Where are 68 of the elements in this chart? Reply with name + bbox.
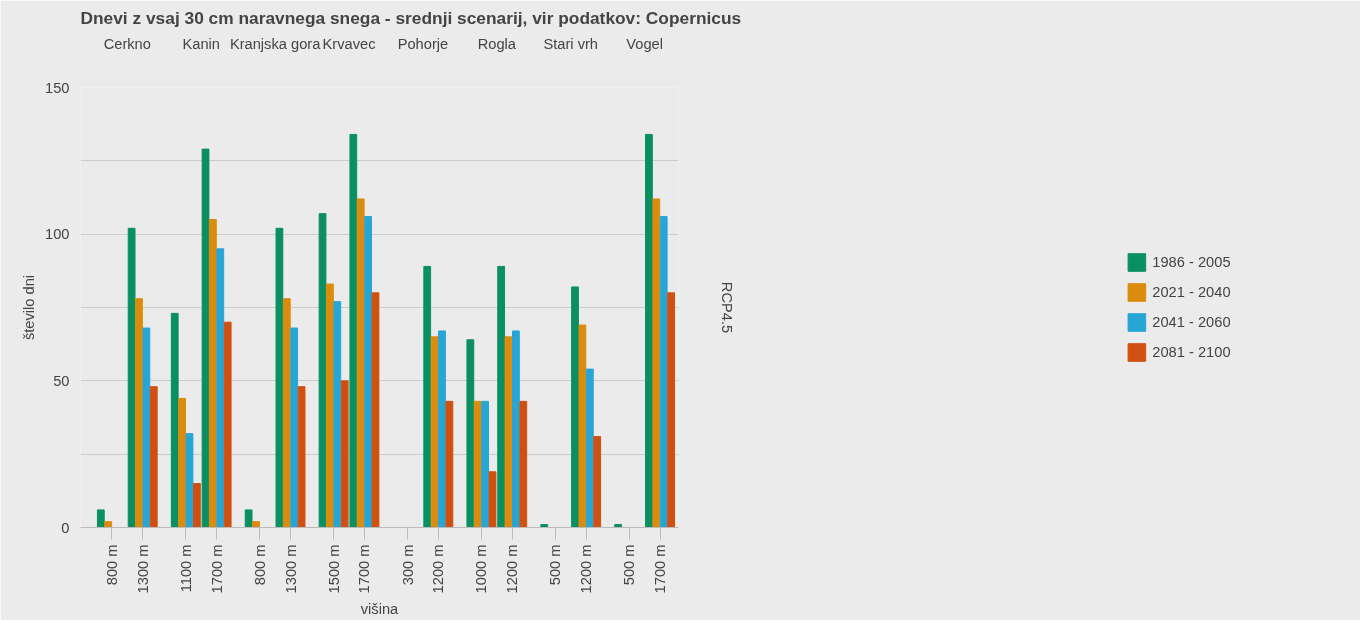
text: Krvavec (322, 35, 376, 52)
text: Cerkno (103, 35, 151, 52)
bar (216, 248, 225, 528)
bar (201, 148, 210, 528)
text: Rogla (477, 35, 517, 52)
bar (519, 400, 528, 528)
x-tick-label: 1500 m (325, 544, 342, 594)
bar (149, 386, 158, 528)
bar (430, 336, 439, 528)
bar (445, 400, 454, 528)
x-tick-label: 1300 m (134, 544, 151, 594)
legend-label: 2081 - 2100 (1152, 344, 1231, 360)
x-tick-label: 1300 m (282, 544, 299, 594)
bar (652, 198, 661, 528)
bar (667, 292, 675, 528)
x-tick-label: 1200 m (578, 544, 595, 594)
bar (497, 265, 506, 528)
x-tick-label: 1200 m (430, 544, 447, 594)
bar (578, 324, 587, 528)
text: Pohorje (397, 35, 449, 52)
x-tick-label: 500 m (547, 544, 564, 586)
bar (504, 336, 513, 528)
bar (645, 133, 653, 528)
bar (356, 198, 365, 528)
bar (290, 327, 299, 528)
text: Kanin (182, 35, 220, 52)
legend-label: 1986 - 2005 (1152, 254, 1231, 270)
bar (275, 227, 284, 528)
x-tick-label: 1000 m (473, 544, 490, 594)
bar (512, 330, 520, 528)
bar (571, 286, 579, 528)
bar (135, 298, 143, 528)
y-tick-label: 50 (53, 372, 70, 389)
y-tick-label: 100 (45, 226, 70, 243)
x-tick-label: 1200 m (504, 544, 521, 594)
y-tick-label: 0 (61, 519, 70, 536)
bar (297, 386, 306, 528)
x-tick-label: 300 m (399, 544, 416, 586)
text: Stari vrh (543, 35, 599, 52)
bar (438, 330, 446, 528)
x-tick-label: 500 m (621, 544, 638, 586)
text: Kranjska gora (229, 35, 322, 52)
y-axis-title: število dni (21, 274, 38, 341)
bar (585, 368, 594, 528)
x-tick-label: 1700 m (208, 544, 225, 594)
x-tick-label: 1700 m (652, 544, 669, 594)
bar (371, 292, 380, 528)
bar (423, 265, 432, 528)
bar (593, 436, 602, 528)
bar (209, 219, 217, 528)
bar (127, 227, 136, 528)
bar (142, 327, 151, 528)
legend-label: 2021 - 2040 (1152, 284, 1231, 300)
bar (282, 298, 291, 528)
text: Vogel (626, 35, 663, 52)
text: RCP4.5 (718, 281, 735, 334)
x-tick-label: 800 m (103, 544, 120, 586)
bar (659, 216, 668, 528)
bar (349, 133, 358, 528)
y-tick-label: 150 (45, 79, 70, 96)
x-tick-label: 1100 m (177, 544, 194, 593)
x-axis-title: višina (360, 601, 400, 618)
legend-label: 2041 - 2060 (1152, 314, 1231, 330)
bar (364, 216, 372, 528)
x-tick-label: 800 m (251, 544, 268, 586)
bar (223, 321, 232, 528)
x-tick-label: 1700 m (356, 544, 373, 594)
chart-title: Dnevi z vsaj 30 cm naravnega snega - srednji scenarij, vir podatkov: Copernicus (80, 7, 742, 28)
